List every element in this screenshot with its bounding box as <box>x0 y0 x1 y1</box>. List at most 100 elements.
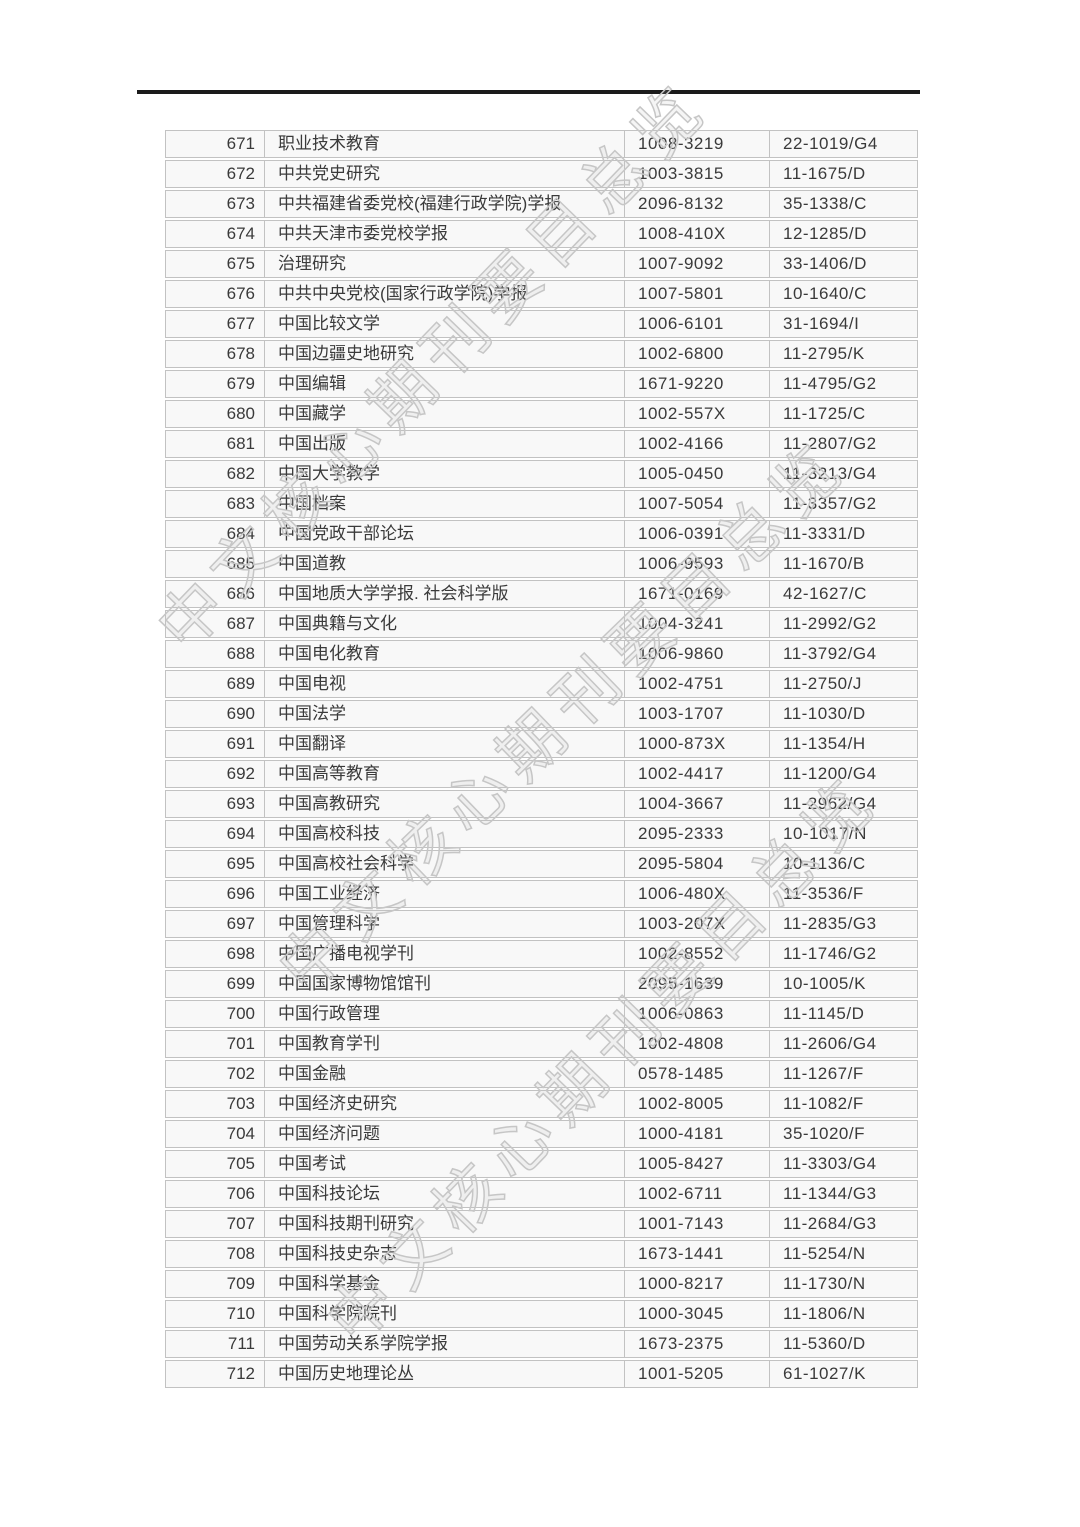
cell-issn: 1002-6800 <box>625 340 770 368</box>
cell-issn: 1003-207X <box>625 910 770 938</box>
cell-index: 673 <box>165 190 265 218</box>
cell-issn: 1007-5054 <box>625 490 770 518</box>
table-row: 682 中国大学教学 1005-0450 11-3213/G4 <box>165 460 918 488</box>
cell-title: 中国党政干部论坛 <box>265 520 625 548</box>
table-row: 675 治理研究 1007-9092 33-1406/D <box>165 250 918 278</box>
cell-issn: 1002-8552 <box>625 940 770 968</box>
table-row: 701 中国教育学刊 1002-4808 11-2606/G4 <box>165 1030 918 1058</box>
table-row: 700 中国行政管理 1006-0863 11-1145/D <box>165 1000 918 1028</box>
table-row: 692 中国高等教育 1002-4417 11-1200/G4 <box>165 760 918 788</box>
cell-index: 686 <box>165 580 265 608</box>
cell-index: 701 <box>165 1030 265 1058</box>
table-row: 691 中国翻译 1000-873X 11-1354/H <box>165 730 918 758</box>
table-row: 672 中共党史研究 1003-3815 11-1675/D <box>165 160 918 188</box>
table-row: 703 中国经济史研究 1002-8005 11-1082/F <box>165 1090 918 1118</box>
table-row: 680 中国藏学 1002-557X 11-1725/C <box>165 400 918 428</box>
cell-cn: 10-1017/N <box>770 820 918 848</box>
cell-title: 中国科技论坛 <box>265 1180 625 1208</box>
cell-index: 688 <box>165 640 265 668</box>
cell-issn: 1008-410X <box>625 220 770 248</box>
cell-issn: 1007-5801 <box>625 280 770 308</box>
cell-cn: 11-2750/J <box>770 670 918 698</box>
cell-title: 中国出版 <box>265 430 625 458</box>
cell-issn: 1007-9092 <box>625 250 770 278</box>
cell-cn: 11-1030/D <box>770 700 918 728</box>
cell-cn: 11-1354/H <box>770 730 918 758</box>
cell-cn: 61-1027/K <box>770 1360 918 1388</box>
cell-cn: 11-5360/D <box>770 1330 918 1358</box>
cell-title: 中共天津市委党校学报 <box>265 220 625 248</box>
cell-issn: 1671-0169 <box>625 580 770 608</box>
cell-issn: 1006-9860 <box>625 640 770 668</box>
cell-cn: 11-3792/G4 <box>770 640 918 668</box>
cell-index: 697 <box>165 910 265 938</box>
cell-cn: 11-1746/G2 <box>770 940 918 968</box>
cell-title: 中国教育学刊 <box>265 1030 625 1058</box>
cell-title: 中国藏学 <box>265 400 625 428</box>
cell-issn: 1003-1707 <box>625 700 770 728</box>
cell-title: 中国管理科学 <box>265 910 625 938</box>
cell-issn: 2095-2333 <box>625 820 770 848</box>
table-row: 709 中国科学基金 1000-8217 11-1730/N <box>165 1270 918 1298</box>
table-row: 687 中国典籍与文化 1004-3241 11-2992/G2 <box>165 610 918 638</box>
cell-title: 中国高教研究 <box>265 790 625 818</box>
cell-issn: 1673-1441 <box>625 1240 770 1268</box>
table-row: 695 中国高校社会科学 2095-5804 10-1136/C <box>165 850 918 878</box>
cell-title: 中国边疆史地研究 <box>265 340 625 368</box>
cell-title: 中国国家博物馆馆刊 <box>265 970 625 998</box>
cell-index: 674 <box>165 220 265 248</box>
cell-issn: 1004-3241 <box>625 610 770 638</box>
table-row: 678 中国边疆史地研究 1002-6800 11-2795/K <box>165 340 918 368</box>
cell-issn: 1002-8005 <box>625 1090 770 1118</box>
cell-issn: 1006-0391 <box>625 520 770 548</box>
table-row: 681 中国出版 1002-4166 11-2807/G2 <box>165 430 918 458</box>
cell-issn: 1003-3815 <box>625 160 770 188</box>
cell-cn: 10-1005/K <box>770 970 918 998</box>
cell-issn: 1001-7143 <box>625 1210 770 1238</box>
cell-cn: 11-2835/G3 <box>770 910 918 938</box>
cell-title: 中国科技期刊研究 <box>265 1210 625 1238</box>
cell-cn: 11-2992/G2 <box>770 610 918 638</box>
cell-cn: 11-4795/G2 <box>770 370 918 398</box>
cell-cn: 11-1145/D <box>770 1000 918 1028</box>
cell-title: 中国典籍与文化 <box>265 610 625 638</box>
cell-title: 中国金融 <box>265 1060 625 1088</box>
table-row: 686 中国地质大学学报. 社会科学版 1671-0169 42-1627/C <box>165 580 918 608</box>
cell-title: 中国大学教学 <box>265 460 625 488</box>
cell-cn: 11-2606/G4 <box>770 1030 918 1058</box>
cell-cn: 22-1019/G4 <box>770 130 918 158</box>
cell-title: 中国考试 <box>265 1150 625 1178</box>
cell-issn: 1006-480X <box>625 880 770 908</box>
cell-issn: 1002-4417 <box>625 760 770 788</box>
cell-title: 治理研究 <box>265 250 625 278</box>
cell-cn: 11-3213/G4 <box>770 460 918 488</box>
cell-title: 中国翻译 <box>265 730 625 758</box>
cell-issn: 1004-3667 <box>625 790 770 818</box>
cell-title: 中国比较文学 <box>265 310 625 338</box>
table-row: 707 中国科技期刊研究 1001-7143 11-2684/G3 <box>165 1210 918 1238</box>
cell-cn: 11-1082/F <box>770 1090 918 1118</box>
cell-issn: 1006-6101 <box>625 310 770 338</box>
cell-title: 职业技术教育 <box>265 130 625 158</box>
cell-issn: 1002-4751 <box>625 670 770 698</box>
cell-title: 中国编辑 <box>265 370 625 398</box>
cell-index: 678 <box>165 340 265 368</box>
header-rule <box>137 90 920 94</box>
cell-cn: 11-3303/G4 <box>770 1150 918 1178</box>
cell-title: 中共党史研究 <box>265 160 625 188</box>
cell-title: 中共中央党校(国家行政学院)学报 <box>265 280 625 308</box>
cell-cn: 10-1640/C <box>770 280 918 308</box>
cell-title: 中国高校社会科学 <box>265 850 625 878</box>
cell-title: 中国法学 <box>265 700 625 728</box>
cell-index: 689 <box>165 670 265 698</box>
journal-table: 671 职业技术教育 1008-3219 22-1019/G4 672 中共党史研究 100… <box>165 128 918 1390</box>
cell-index: 690 <box>165 700 265 728</box>
table-row: 689 中国电视 1002-4751 11-2750/J <box>165 670 918 698</box>
cell-title: 中国劳动关系学院学报 <box>265 1330 625 1358</box>
cell-index: 672 <box>165 160 265 188</box>
cell-issn: 1006-9593 <box>625 550 770 578</box>
cell-issn: 1671-9220 <box>625 370 770 398</box>
cell-cn: 11-1725/C <box>770 400 918 428</box>
cell-issn: 1000-873X <box>625 730 770 758</box>
